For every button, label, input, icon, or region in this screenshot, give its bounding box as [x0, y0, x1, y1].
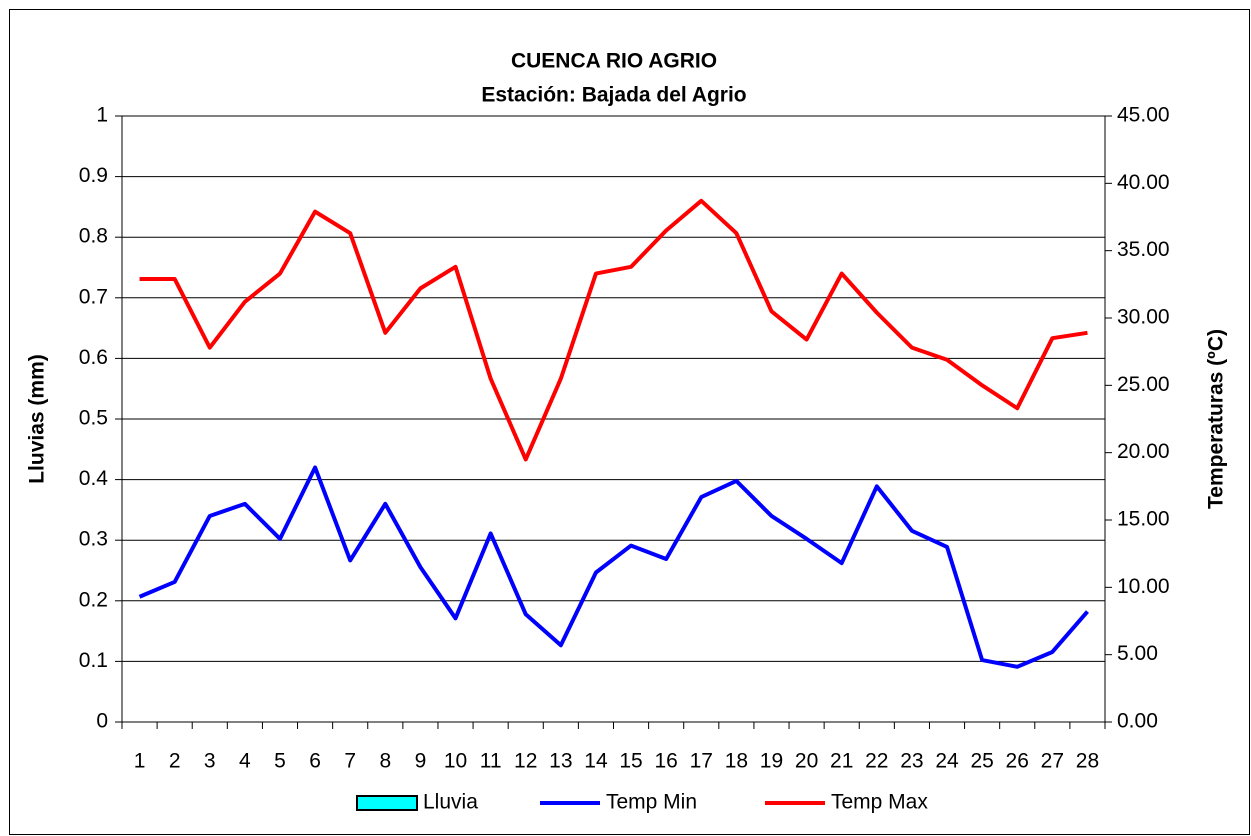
x-tick-label: 5 — [274, 750, 286, 773]
y2-tick-label: 20.00 — [1117, 440, 1170, 463]
y-tick-label: 0.5 — [79, 407, 108, 430]
x-tick-label: 1 — [134, 750, 146, 773]
legend-label: Lluvia — [423, 791, 478, 814]
y2-axis-title: Temperaturas (ºC) — [1205, 329, 1228, 509]
x-tick-label: 23 — [900, 750, 923, 773]
y2-tick-label: 10.00 — [1117, 575, 1170, 598]
legend-label: Temp Max — [831, 791, 928, 814]
line-series — [139, 198, 1088, 462]
legend-label: Temp Min — [606, 791, 697, 814]
x-tick-label: 6 — [309, 750, 321, 773]
x-tick-label: 24 — [935, 750, 959, 773]
x-tick-label: 3 — [204, 750, 216, 773]
x-tick-label: 18 — [725, 750, 748, 773]
y2-tick-label: 30.00 — [1117, 306, 1170, 329]
x-tick-label: 9 — [415, 750, 427, 773]
x-tick-label: 26 — [1006, 750, 1029, 773]
x-tick-label: 2 — [169, 750, 181, 773]
x-tick-label: 10 — [444, 750, 467, 773]
y-tick-label: 0.6 — [79, 346, 108, 369]
y2-tick-label: 0.00 — [1117, 710, 1158, 733]
x-tick-label: 22 — [865, 750, 888, 773]
x-tick-label: 4 — [239, 750, 251, 773]
x-tick-label: 17 — [690, 750, 713, 773]
y2-tick-label: 35.00 — [1117, 238, 1170, 261]
y2-tick-label: 15.00 — [1117, 508, 1170, 531]
x-tick-label: 16 — [654, 750, 677, 773]
x-tick-label: 7 — [344, 750, 356, 773]
x-tick-label: 12 — [514, 750, 537, 773]
y-tick-label: 0.9 — [79, 164, 108, 187]
line-series — [138, 465, 1089, 669]
chart-title: CUENCA RIO AGRIO — [511, 50, 717, 73]
x-tick-label: 20 — [795, 750, 818, 773]
y-tick-label: 0.8 — [79, 225, 108, 248]
y2-tick-label: 25.00 — [1117, 373, 1170, 396]
y-tick-label: 0.3 — [79, 528, 108, 551]
y-axis-title: Lluvias (mm) — [26, 354, 49, 484]
x-tick-label: 8 — [379, 750, 391, 773]
x-tick-label: 21 — [830, 750, 853, 773]
y-tick-label: 0.2 — [79, 588, 108, 611]
y2-tick-label: 45.00 — [1117, 104, 1170, 127]
chart-subtitle: Estación: Bajada del Agrio — [481, 84, 746, 107]
y-tick-label: 1 — [96, 104, 108, 127]
x-tick-label: 14 — [584, 750, 608, 773]
chart-border — [9, 9, 1250, 835]
legend-swatch — [356, 795, 418, 811]
x-tick-label: 15 — [619, 750, 642, 773]
y-tick-label: 0.7 — [79, 285, 108, 308]
x-tick-label: 27 — [1041, 750, 1064, 773]
y-tick-label: 0.1 — [79, 649, 108, 672]
y-tick-label: 0 — [96, 710, 108, 733]
x-tick-label: 19 — [760, 750, 783, 773]
x-tick-label: 11 — [480, 750, 502, 773]
y-tick-label: 0.4 — [79, 467, 109, 490]
y2-tick-label: 5.00 — [1117, 642, 1158, 665]
x-tick-label: 28 — [1076, 750, 1099, 773]
y2-tick-label: 40.00 — [1117, 171, 1170, 194]
x-tick-label: 13 — [549, 750, 572, 773]
x-tick-label: 25 — [970, 750, 993, 773]
